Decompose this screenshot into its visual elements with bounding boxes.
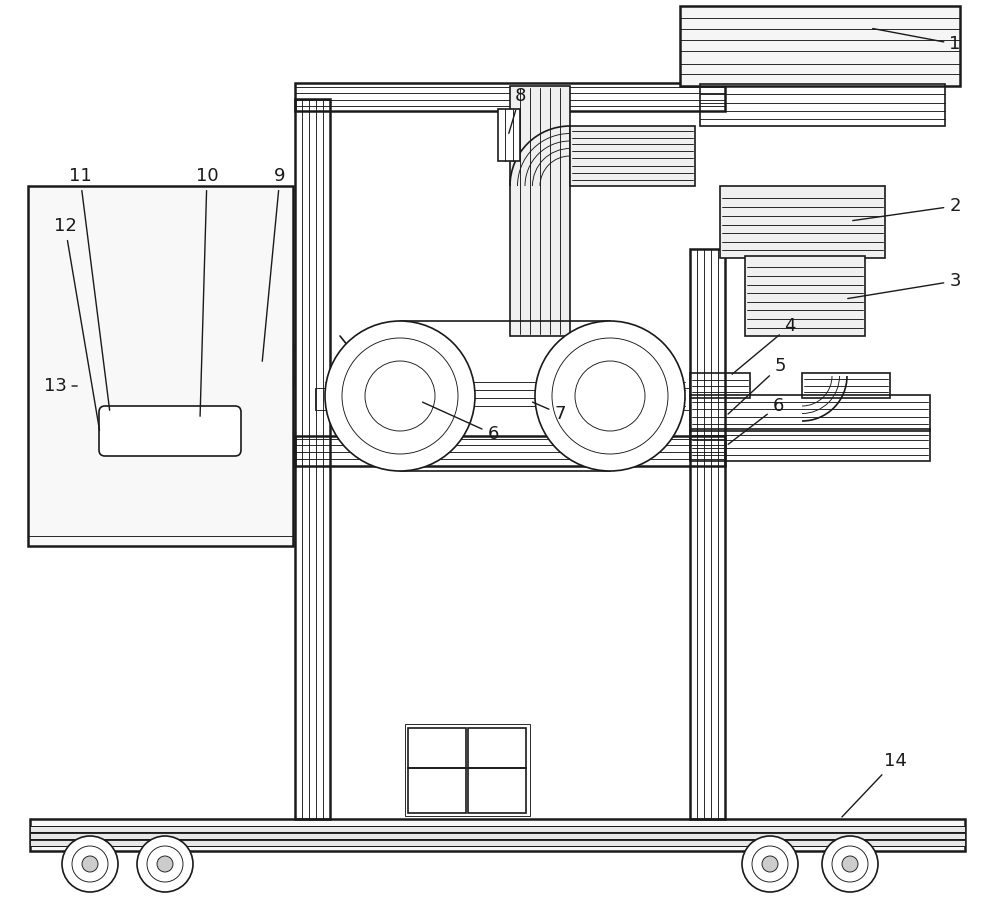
Bar	[162, 396, 218, 430]
Text: 12: 12	[54, 217, 100, 430]
Bar	[690, 373, 750, 398]
Bar	[30, 819, 965, 851]
Text: 3: 3	[848, 272, 961, 299]
Text: 7: 7	[533, 402, 566, 423]
Bar	[690, 429, 930, 461]
Circle shape	[157, 856, 173, 872]
FancyBboxPatch shape	[99, 406, 241, 456]
Bar	[690, 249, 725, 819]
Bar	[30, 826, 965, 832]
Text: 8: 8	[509, 87, 526, 133]
Bar	[30, 840, 965, 846]
Text: 13: 13	[44, 377, 77, 395]
Bar	[498, 109, 520, 161]
Bar	[79, 390, 139, 436]
Text: 2: 2	[853, 197, 961, 220]
Text: 4: 4	[732, 317, 796, 374]
Circle shape	[62, 836, 118, 892]
Bar	[802, 373, 890, 398]
Circle shape	[82, 856, 98, 872]
Bar	[295, 436, 725, 466]
Text: 5: 5	[728, 357, 786, 414]
Bar	[30, 833, 965, 839]
Text: 1: 1	[873, 28, 961, 53]
Bar	[408, 768, 466, 813]
Bar	[295, 99, 330, 819]
Bar	[468, 768, 526, 813]
Bar	[72, 382, 147, 444]
Bar	[720, 186, 885, 258]
Text: 14: 14	[842, 752, 906, 817]
Bar	[745, 256, 865, 336]
Bar	[155, 346, 295, 384]
Circle shape	[742, 836, 798, 892]
Text: 11: 11	[69, 167, 110, 410]
Bar	[690, 395, 930, 431]
Circle shape	[762, 856, 778, 872]
Bar	[405, 724, 530, 816]
Bar	[155, 390, 225, 436]
Bar	[295, 83, 725, 111]
Bar	[315, 388, 337, 410]
Bar	[680, 6, 960, 86]
Bar	[408, 728, 466, 768]
Text: 10: 10	[196, 167, 218, 416]
Bar	[28, 186, 293, 546]
Text: 6: 6	[728, 397, 784, 444]
Circle shape	[137, 836, 193, 892]
Circle shape	[325, 321, 475, 471]
Bar	[668, 388, 690, 410]
Bar	[145, 382, 235, 444]
Bar	[510, 86, 570, 336]
Text: 9: 9	[262, 167, 286, 361]
Bar	[700, 84, 945, 126]
Bar	[468, 728, 526, 768]
Text: 6: 6	[423, 402, 499, 443]
Bar	[570, 126, 695, 186]
Circle shape	[822, 836, 878, 892]
Circle shape	[535, 321, 685, 471]
Circle shape	[842, 856, 858, 872]
